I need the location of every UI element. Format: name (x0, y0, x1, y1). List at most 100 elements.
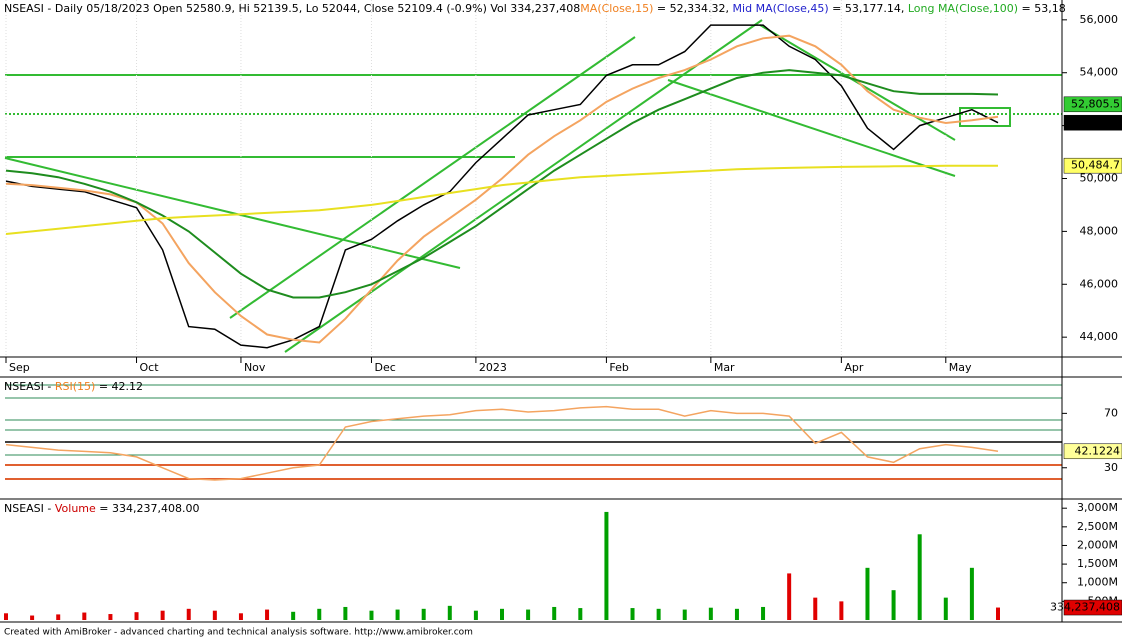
y-tick-label: 2,500M (1077, 520, 1118, 533)
legend-value: = 52,334.32, (653, 2, 732, 15)
series-line (5, 69, 999, 299)
volume-bar (108, 614, 113, 620)
volume-bar (4, 613, 8, 620)
y-tick-label: 3,000M (1077, 501, 1118, 514)
x-tick-label: Dec (374, 361, 395, 374)
volume-bar (447, 605, 452, 620)
volume-bar (212, 610, 217, 620)
volume-bar (30, 615, 35, 620)
volume-bar (656, 608, 661, 620)
volume-bar (865, 567, 870, 620)
panel-title: NSEASI - (4, 380, 55, 393)
panel-title: NSEASI - Daily 05/18/2023 Open 52580.9, … (4, 2, 580, 15)
series-line (5, 164, 999, 235)
volume-bar (343, 606, 348, 620)
value-box (1063, 443, 1122, 460)
volume-bar (734, 608, 739, 620)
x-tick-label: Feb (609, 361, 628, 374)
panel-header: NSEASI - Volume = 334,237,408.00 (4, 502, 199, 515)
volume-bar (604, 511, 609, 620)
footer: Created with AmiBroker - advanced charti… (4, 628, 473, 638)
series-line (5, 405, 999, 481)
volume-bar (160, 610, 165, 620)
trend-line (4, 157, 461, 269)
volume-bar (891, 590, 896, 620)
x-tick-label: May (949, 361, 972, 374)
y-tick-label: 50,000 (1080, 172, 1119, 185)
y-tick-label: 46,000 (1080, 277, 1119, 290)
value-box (1063, 599, 1122, 616)
legend-name: MA(Close,15) (580, 2, 653, 15)
x-tick-label: Mar (714, 361, 735, 374)
y-tick-label: 70 (1104, 406, 1118, 419)
x-tick-label: Oct (140, 361, 160, 374)
legend-value: = 53,18 (1018, 2, 1066, 15)
value-box-label: 52,805.5 (1071, 97, 1120, 110)
volume-bar (369, 610, 374, 620)
value-box-label: 334,237,408 (1050, 601, 1120, 614)
panel-title: NSEASI - (4, 502, 55, 515)
x-tick-label: Nov (244, 361, 266, 374)
volume-bar (787, 573, 792, 620)
x-tick-label: Sep (9, 361, 30, 374)
x-tick-label: 2023 (479, 361, 507, 374)
value-box (1063, 114, 1122, 131)
y-tick-label: 30 (1104, 461, 1118, 474)
panel-header: NSEASI - RSI(15) = 42.12 (4, 380, 143, 393)
legend-value: = 53,177.14, (829, 2, 908, 15)
y-tick-label: 48,000 (1080, 224, 1119, 237)
trend-box (959, 107, 1011, 127)
trend-line (229, 36, 636, 319)
y-tick-label: 44,000 (1080, 330, 1119, 343)
legend-value: = 334,237,408.00 (96, 502, 200, 515)
volume-bar (238, 613, 243, 620)
volume-bar (186, 608, 191, 620)
series-line (5, 34, 999, 344)
volume-bar (265, 609, 270, 620)
volume-bar (552, 606, 557, 620)
volume-bar (969, 567, 974, 620)
volume-bar (761, 606, 766, 620)
y-tick-label: 1,500M (1077, 557, 1118, 570)
volume-bar (578, 608, 583, 620)
volume-bar (134, 612, 139, 620)
panel-header: NSEASI - Daily 05/18/2023 Open 52580.9, … (4, 2, 1066, 15)
legend-name: Long MA(Close,100) (908, 2, 1018, 15)
trend-line (667, 79, 956, 177)
x-tick-label: Apr (844, 361, 864, 374)
volume-bar (917, 534, 922, 620)
volume-bar (943, 597, 948, 620)
volume-bar (708, 607, 713, 620)
legend-name: Volume (55, 502, 96, 515)
volume-bar (500, 608, 504, 620)
legend-name: Mid MA(Close,45) (733, 2, 829, 15)
rsi-guides (5, 384, 1062, 480)
volume-bar (317, 608, 322, 620)
volume-bar (56, 614, 61, 620)
y-tick-label: 2,000M (1077, 538, 1118, 551)
y-tick-label: 54,000 (1080, 66, 1119, 79)
volume-bar (526, 609, 531, 620)
value-box-label: 50,484.7 (1071, 159, 1120, 172)
volume-bar (421, 608, 426, 620)
legend-value: = 42.12 (95, 380, 143, 393)
series-line (5, 24, 999, 349)
value-box (1063, 157, 1122, 174)
volume-bar (291, 611, 296, 620)
y-tick-label: 1,000M (1077, 576, 1118, 589)
volume-bar (682, 609, 687, 620)
volume-bar (630, 608, 635, 620)
y-tick-label: 56,000 (1080, 13, 1119, 26)
volume-bar (395, 609, 400, 620)
volume-bar (996, 607, 1000, 620)
volume-bar (82, 612, 87, 620)
value-box-label: 52,109.4 (1071, 116, 1120, 129)
volume-bar (473, 610, 478, 620)
value-box-label: 42.1224 (1075, 444, 1121, 457)
legend-name: RSI(15) (55, 380, 95, 393)
value-box (1063, 96, 1122, 113)
volume-bar (839, 601, 844, 620)
